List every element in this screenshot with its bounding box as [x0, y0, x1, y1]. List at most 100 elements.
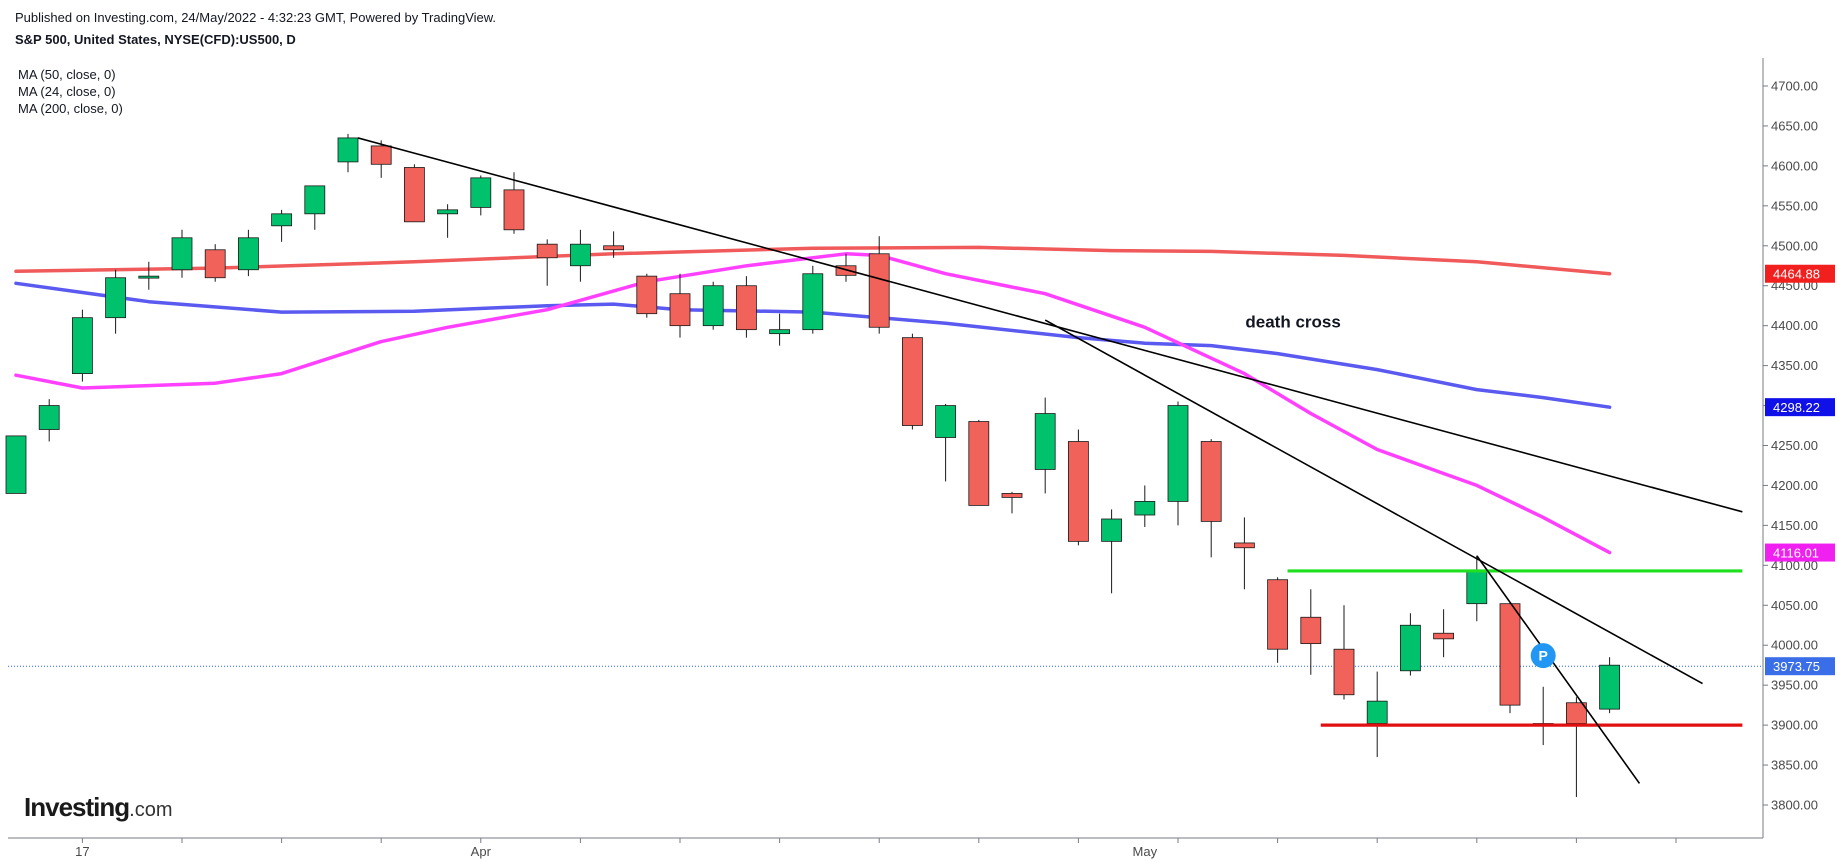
- y-tick-label: 3850.00: [1771, 758, 1818, 773]
- candle-body-down: [868, 253, 890, 328]
- candle: [1234, 517, 1255, 590]
- candle-body-up: [138, 275, 160, 279]
- y-tick-label: 4000.00: [1771, 638, 1818, 653]
- annotation-death-cross: death cross: [1245, 313, 1340, 332]
- candle-body-up: [171, 237, 193, 271]
- candle: [570, 229, 591, 282]
- indicator-ma-24[interactable]: MA (24, close, 0): [18, 84, 116, 99]
- candle: [1532, 686, 1554, 746]
- candle: [503, 172, 525, 234]
- y-tick-label: 4650.00: [1771, 118, 1818, 133]
- candle: [1267, 577, 1288, 663]
- ma200-price-label: 4464.88: [1773, 267, 1820, 282]
- candle-body-down: [204, 249, 226, 279]
- candle: [1433, 609, 1454, 658]
- candle-body-down: [1333, 648, 1355, 696]
- candle: [5, 435, 27, 494]
- candle-body-up: [1599, 664, 1620, 710]
- candle-body-down: [403, 167, 425, 223]
- indicator-ma-50[interactable]: MA (50, close, 0): [18, 67, 116, 82]
- candle: [1466, 555, 1488, 622]
- y-tick-label: 4150.00: [1771, 518, 1818, 533]
- x-tick-label: 17: [75, 844, 89, 859]
- candle-body-up: [702, 285, 724, 327]
- candle-body-up: [1034, 413, 1056, 470]
- candle: [237, 229, 259, 277]
- candle: [370, 140, 392, 178]
- candle-body-down: [736, 285, 757, 331]
- candle-body-up: [470, 177, 492, 208]
- candle-body-down: [1068, 441, 1089, 542]
- candle-body-up: [437, 209, 459, 215]
- candle: [271, 209, 293, 242]
- trendline-1: [357, 137, 1743, 513]
- y-tick-label: 4550.00: [1771, 198, 1818, 213]
- candle-body-up: [769, 329, 790, 335]
- candle: [736, 276, 757, 338]
- candle: [769, 313, 790, 346]
- candle-body-down: [1001, 493, 1023, 498]
- candle: [802, 265, 824, 334]
- candle: [470, 175, 492, 216]
- candle-body-down: [1267, 579, 1288, 650]
- candle: [868, 236, 890, 334]
- candle: [1167, 401, 1189, 526]
- candle-body-up: [237, 237, 259, 271]
- y-tick-label: 4100.00: [1771, 558, 1818, 573]
- indicator-ma-200[interactable]: MA (200, close, 0): [18, 101, 123, 116]
- candle: [105, 269, 126, 334]
- y-tick-label: 4400.00: [1771, 318, 1818, 333]
- candle: [636, 273, 658, 318]
- p-marker-icon: [1530, 643, 1556, 669]
- candle-body-down: [1200, 441, 1222, 522]
- x-tick-label: Apr: [471, 844, 492, 859]
- y-tick-label: 4050.00: [1771, 598, 1818, 613]
- y-tick-label: 3900.00: [1771, 718, 1818, 733]
- candle-body-down: [1234, 542, 1255, 549]
- candle: [1300, 589, 1322, 675]
- candle: [1134, 485, 1156, 527]
- ma24-price-label: 4116.01: [1773, 546, 1819, 561]
- current-price-label: 3973.75: [1773, 659, 1820, 674]
- candle: [38, 399, 60, 442]
- candle: [536, 239, 558, 286]
- candle-body-up: [1366, 700, 1388, 724]
- candle-body-down: [669, 293, 691, 327]
- candle: [204, 244, 226, 282]
- ma200-price-box: [1765, 264, 1835, 283]
- candle-body-down: [503, 189, 525, 231]
- candle: [1034, 397, 1056, 494]
- candle-body-down: [968, 421, 990, 506]
- candle-body-up: [802, 273, 824, 331]
- candle: [72, 309, 93, 382]
- ma-line-2: [14, 281, 1612, 409]
- candle: [968, 419, 990, 506]
- published-info: Published on Investing.com, 24/May/2022 …: [15, 10, 497, 25]
- candle: [1566, 697, 1587, 798]
- candle: [403, 164, 425, 223]
- candle: [669, 273, 691, 338]
- candle-body-up: [570, 243, 591, 267]
- candle-body-up: [271, 213, 293, 227]
- candle: [138, 261, 160, 290]
- y-tick-label: 3950.00: [1771, 678, 1818, 693]
- logo-suffix: .com: [129, 799, 173, 821]
- logo-brand: Investing: [24, 792, 130, 822]
- candle: [1499, 602, 1521, 714]
- candle: [702, 281, 724, 330]
- candle-body-up: [337, 137, 359, 163]
- investing-logo: Investing.com: [24, 792, 172, 823]
- y-tick-label: 4700.00: [1771, 79, 1818, 94]
- candle: [1366, 671, 1388, 758]
- candle-body-down: [902, 337, 923, 426]
- candle-body-down: [370, 145, 392, 165]
- candle: [1001, 491, 1023, 514]
- candle: [603, 231, 624, 258]
- candle-body-up: [1167, 405, 1189, 502]
- y-tick-label: 4500.00: [1771, 238, 1818, 253]
- candle-body-up: [38, 405, 60, 430]
- candle-body-up: [5, 435, 27, 494]
- candle: [1068, 429, 1089, 546]
- candle: [304, 185, 326, 230]
